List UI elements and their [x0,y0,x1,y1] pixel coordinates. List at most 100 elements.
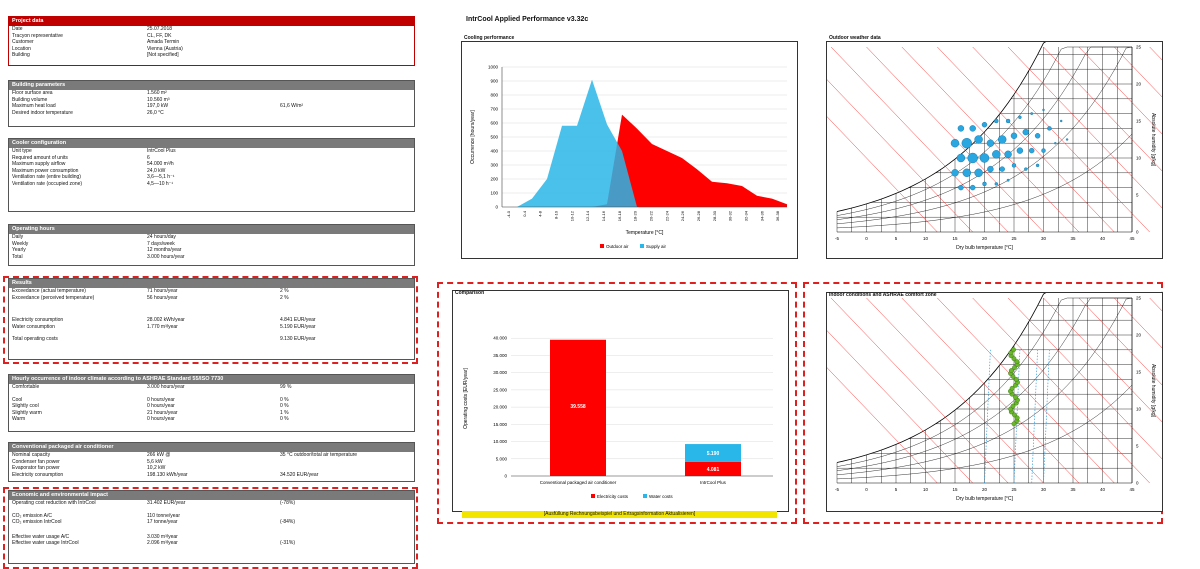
results-row-pct: 2 % [280,288,289,294]
comparison-x-tick: IntrCool Plus [700,480,727,485]
operating-row-value: 24 hours/day [147,234,176,240]
cooler-row: Maximum power consumption 24,0 kW [9,168,414,175]
climate-row-pct: 1 % [280,409,289,416]
weather-data-point [1010,132,1018,140]
cooling-y-label: Occurrence [hours/year] [470,110,476,164]
indoor-data-point [1011,347,1016,353]
climate-header: Hourly occurrence of indoor climate acco… [9,375,414,384]
results-row: Exceedance (perceived temperature) 56 hou… [9,295,414,302]
indoor-x-tick: 35 [1070,487,1076,492]
economic-row: CO₂ emission A/C 110 tonne/year [9,513,414,520]
weather-data-point [979,153,990,163]
building-row: Floor surface area 1.560 m² [9,90,414,97]
indoor-x-tick: 40 [1100,487,1106,492]
building-panel: Building parameters Floor surface area 1.5… [8,80,415,127]
weather-data-point [951,169,959,177]
weather-enthalpy-line [937,46,1115,233]
weather-x-tick: 10 [923,236,929,241]
operating-row: Daily 24 hours/day [9,234,414,241]
cooler-row-label: Ventilation rate (entire building) [12,174,81,180]
conventional-row-value: 10,2 kW [147,465,166,471]
comparison-y-tick: 20.000 [493,405,507,410]
page-title: IntrCool Applied Performance v3.32c [466,16,589,23]
comparison-y-tick: 5.000 [496,456,508,461]
comparison-footer-bar[interactable]: [Ausfüllung Rechnungsbeispiel und Ertrag… [462,511,777,518]
operating-row-label: Yearly [12,247,26,253]
economic-panel: Economic and environmental impact Operati… [8,490,415,564]
comparison-chart-svg: 0 5.000 10.000 15.000 20.000 25.000 30.000 35.0… [463,336,773,499]
operating-row-label: Weekly [12,240,29,247]
economic-row: Effective water usage A/C 3.030 m³/year [9,534,414,541]
weather-data-point [982,181,987,187]
indoor-enthalpy-line [827,367,938,484]
project-row-value: Amada Termin [147,39,180,45]
cooling-y-tick: 900 [490,79,498,84]
cooling-legend-supply-swatch [640,244,644,248]
weather-data-point [962,168,972,178]
economic-row-label: Effective water usage IntrCool [12,540,79,546]
economic-row-value: 2.096 m³/year [147,540,178,546]
economic-row-extra: (-31%) [280,540,296,546]
cooler-row-value: 4,5—10 h⁻¹ [147,180,173,187]
economic-row-value: 3.030 m³/year [147,533,178,540]
weather-rh-curve [836,46,1133,225]
project-row-label: Location [12,45,31,52]
climate-row: Slightly cool 0 hours/year 0 % [9,403,414,410]
operating-row: Yearly 12 months/year [9,247,414,254]
economic-row-value: 31.402 EUR/year [147,500,186,506]
weather-data-point [1035,163,1040,168]
results-row-value: 28.002 kWh/year [147,317,185,323]
project-row-label: Tracyon representative [12,32,63,39]
indoor-y-tick: 5 [1136,444,1139,449]
climate-row-label: Slightly cool [12,403,39,409]
building-row-value: 10.560 m³ [147,96,170,103]
weather-data-point [967,152,978,164]
cooling-x-tick: 28-30 [712,210,717,221]
cooling-x-tick: 12-14 [585,210,590,221]
weather-data-point [1004,150,1012,159]
cooling-y-tick: 200 [490,177,498,182]
indoor-enthalpy-line [827,330,973,484]
cooling-chart-svg: 0 100 200 300 400 500 600 700 800 900 1000 -4-0 0-4 4… [470,65,787,249]
economic-row-label: Operating cost reduction with IntrCool [12,500,96,506]
cooling-x-tick: 0-4 [522,210,527,217]
project-row: Tracyon representative CL, FF, DK [9,33,414,40]
indoor-rh-curve [836,297,1132,467]
building-row: Maximum heat load 197,0 kW 61,6 W/m² [9,103,414,110]
building-row: Building volume 10.560 m³ [9,97,414,104]
cooler-row-value: IntrCool Plus [147,148,176,154]
indoor-y-tick: 10 [1136,407,1142,412]
cooler-header: Cooler configuration [9,139,414,148]
cooling-y-tick: 800 [490,93,498,98]
cooling-y-tick: 100 [490,191,498,196]
comparison-legend-electricity-swatch [591,494,595,498]
economic-row: CO₂ emission IntrCool 17 tonne/year (-84%) [9,519,414,526]
operating-panel: Operating hours Daily 24 hours/day Weekly 7 … [8,224,415,266]
comparison-legend-water-label: Water costs [649,494,673,499]
comparison-chart-title: Comparison [455,290,485,296]
comparison-legend-water-swatch [643,494,647,498]
cooling-y-tick: 0 [495,205,498,210]
weather-data-point [1005,118,1011,124]
indoor-enthalpy-line [1007,297,1162,460]
comparison-y-tick: 40.000 [493,336,507,341]
cooler-row: Ventilation rate (occupied zone) 4,5—10 h… [9,181,414,188]
cooling-x-tick: 22-24 [664,210,669,221]
cooler-row: Ventilation rate (entire building) 3,6—5,… [9,174,414,181]
climate-row-label: Warm [12,416,26,422]
weather-enthalpy-line [827,79,973,233]
weather-data-point [1047,126,1052,131]
comparison-chart: Comparison 0 5.000 10.000 15.000 20.000 25.00… [452,290,789,512]
conventional-row-extra: 34.520 EUR/year [280,471,319,478]
results-row-pct: 2 % [280,294,289,301]
climate-row-value: 21 hours/year [147,409,178,416]
comparison-y-tick: 30.000 [493,370,507,375]
weather-y-tick: 5 [1136,193,1139,198]
conventional-row: Evaporator fan power 10,2 kW [9,465,414,472]
weather-data-point [994,182,999,186]
economic-row-value: 17 tonne/year [147,519,178,525]
indoor-data-point [1010,403,1016,409]
weather-chart-title: Outdoor weather data [829,35,881,41]
